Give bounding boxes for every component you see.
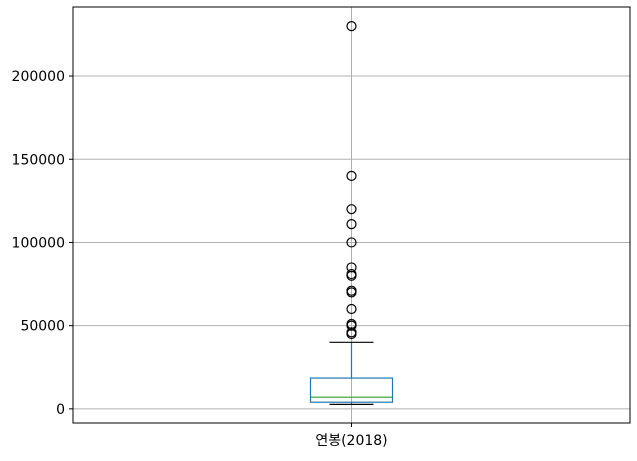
outlier-point — [346, 318, 357, 330]
box-layer — [309, 341, 394, 405]
y-tick-label: 50000 — [20, 319, 65, 335]
outlier-point — [346, 237, 357, 248]
grid-layer — [73, 7, 630, 423]
iqr-box — [309, 377, 394, 403]
outlier-point — [346, 262, 357, 273]
outlier-point — [346, 21, 357, 32]
outlier-point — [346, 268, 357, 280]
outlier-layer — [346, 21, 357, 340]
outlier-point — [346, 219, 357, 230]
y-tick-label: 150000 — [12, 152, 65, 168]
axis-layer: 0 50000 100000 150000 200000 연봉(2018) — [12, 69, 388, 449]
x-tick-label: 연봉(2018) — [315, 433, 387, 449]
outlier-point — [346, 204, 357, 215]
outlier-point — [346, 170, 357, 181]
outlier-point — [346, 327, 357, 338]
y-tick-label: 0 — [56, 402, 65, 418]
outlier-point — [346, 285, 357, 296]
outlier-point — [346, 303, 357, 315]
y-tick-label: 200000 — [12, 69, 65, 85]
y-tick-label: 100000 — [12, 235, 65, 251]
